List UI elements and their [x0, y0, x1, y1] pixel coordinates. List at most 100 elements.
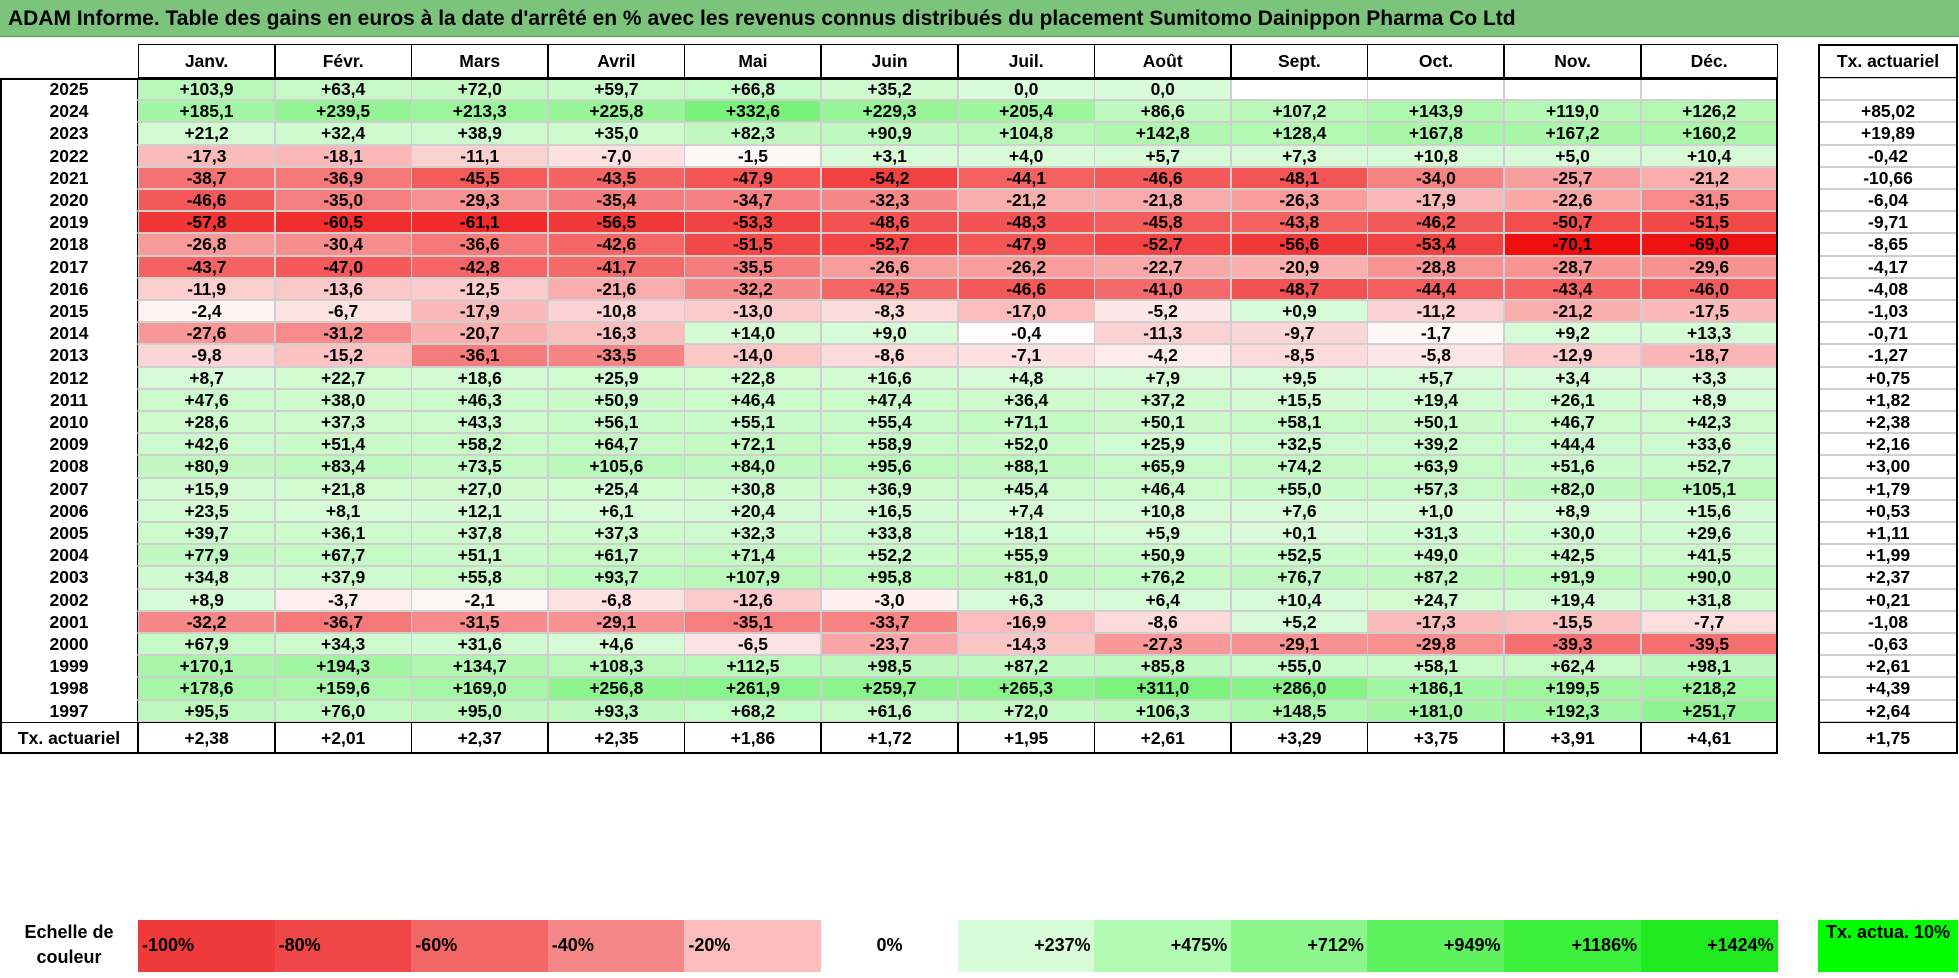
heatmap-cell: +95,8 — [821, 566, 959, 589]
heatmap-cell: +87,2 — [1367, 566, 1505, 589]
heatmap-cell: -6,8 — [547, 588, 685, 611]
heatmap-cell: +104,8 — [957, 122, 1095, 145]
heatmap-cell: +18,1 — [957, 522, 1095, 545]
column-header-7: Août — [1094, 44, 1232, 78]
heatmap-cell: +12,1 — [411, 499, 549, 522]
row-year-label: 2006 — [0, 499, 138, 522]
row-year-label: 2023 — [0, 122, 138, 145]
rate-cell: -4,17 — [1818, 255, 1958, 278]
heatmap-cell: +6,1 — [547, 499, 685, 522]
heatmap-cell: +37,3 — [547, 522, 685, 545]
heatmap-cell: +41,5 — [1640, 544, 1778, 567]
heatmap-cell: +143,9 — [1367, 100, 1505, 123]
row-year-label: 2009 — [0, 433, 138, 456]
heatmap-cell: +5,7 — [1094, 144, 1232, 167]
rate-cell: +2,16 — [1818, 433, 1958, 456]
rate-cell: +1,79 — [1818, 477, 1958, 500]
heatmap-cell: -46,6 — [957, 277, 1095, 300]
heatmap-cell: -20,7 — [411, 322, 549, 345]
heatmap-cell: +82,3 — [684, 122, 822, 145]
heatmap-cell: -26,8 — [138, 233, 276, 256]
heatmap-cell: -4,2 — [1094, 344, 1232, 367]
heatmap-cell: +39,7 — [138, 522, 276, 545]
heatmap-cell: -32,2 — [684, 277, 822, 300]
rate-cell: +4,39 — [1818, 677, 1958, 700]
heatmap-cell: -29,1 — [1230, 633, 1368, 656]
heatmap-cell: +103,9 — [138, 78, 276, 101]
rate-cell: +2,37 — [1818, 566, 1958, 589]
heatmap-cell: -8,3 — [821, 300, 959, 323]
legend-swatch: 0% — [821, 920, 959, 972]
footer-value: +1,95 — [957, 721, 1095, 754]
heatmap-cell: +87,2 — [957, 655, 1095, 678]
heatmap-cell: +186,1 — [1367, 677, 1505, 700]
heatmap-cell: +81,0 — [957, 566, 1095, 589]
row-year-label: 2020 — [0, 189, 138, 212]
heatmap-cell: +107,9 — [684, 566, 822, 589]
heatmap-cell: -5,8 — [1367, 344, 1505, 367]
heatmap-cell: +35,2 — [821, 78, 959, 101]
row-year-label: 2010 — [0, 411, 138, 434]
column-header-4: Mai — [684, 44, 822, 78]
heatmap-cell: -12,5 — [411, 277, 549, 300]
heatmap-cell: +105,6 — [547, 455, 685, 478]
heatmap-cell: +8,9 — [138, 588, 276, 611]
heatmap-cell: +20,4 — [684, 499, 822, 522]
heatmap-cell: +167,2 — [1504, 122, 1642, 145]
legend-swatch: +949% — [1367, 920, 1505, 972]
heatmap-cell: -2,4 — [138, 300, 276, 323]
heatmap-cell: +332,6 — [684, 100, 822, 123]
rate-cell: +3,00 — [1818, 455, 1958, 478]
heatmap-cell: -51,5 — [1640, 211, 1778, 234]
heatmap-cell: +5,9 — [1094, 522, 1232, 545]
heatmap-cell: +76,7 — [1230, 566, 1368, 589]
heatmap-cell: +88,1 — [957, 455, 1095, 478]
rate-cell: -0,63 — [1818, 633, 1958, 656]
heatmap-cell: -16,3 — [547, 322, 685, 345]
row-year-label: 2000 — [0, 633, 138, 656]
heatmap-cell: +47,6 — [138, 388, 276, 411]
heatmap-cell: +8,9 — [1640, 388, 1778, 411]
heatmap-cell: -39,3 — [1504, 633, 1642, 656]
heatmap-cell: +71,4 — [684, 544, 822, 567]
heatmap-cell: +106,3 — [1094, 699, 1232, 722]
heatmap-cell: +52,0 — [957, 433, 1095, 456]
heatmap-cell: +185,1 — [138, 100, 276, 123]
row-year-label: 2017 — [0, 255, 138, 278]
heatmap-cell: +55,0 — [1230, 655, 1368, 678]
heatmap-cell: -48,6 — [821, 211, 959, 234]
heatmap-cell: -14,0 — [684, 344, 822, 367]
heatmap-cell: +9,5 — [1230, 366, 1368, 389]
legend-swatch: -20% — [684, 920, 822, 972]
heatmap-cell: -60,5 — [274, 211, 412, 234]
heatmap-cell: +21,2 — [138, 122, 276, 145]
heatmap-cell: +169,0 — [411, 677, 549, 700]
heatmap-cell: +22,7 — [274, 366, 412, 389]
heatmap-cell: +68,2 — [684, 699, 822, 722]
heatmap-cell: +33,8 — [821, 522, 959, 545]
rate-cell: -9,71 — [1818, 211, 1958, 234]
heatmap-cell: +32,5 — [1230, 433, 1368, 456]
heatmap-cell: -29,3 — [411, 189, 549, 212]
heatmap-cell: +51,1 — [411, 544, 549, 567]
column-header-8: Sept. — [1230, 44, 1368, 78]
heatmap-cell: +1,0 — [1367, 499, 1505, 522]
heatmap-cell: +30,8 — [684, 477, 822, 500]
heatmap-cell: +30,0 — [1504, 522, 1642, 545]
heatmap-cell: +34,8 — [138, 566, 276, 589]
heatmap-cell: +51,6 — [1504, 455, 1642, 478]
row-year-label: 2022 — [0, 144, 138, 167]
heatmap-cell: +55,1 — [684, 411, 822, 434]
heatmap-cell: +74,2 — [1230, 455, 1368, 478]
rate-cell: +2,64 — [1818, 699, 1958, 722]
heatmap-cell: -36,6 — [411, 233, 549, 256]
legend-swatch: -80% — [274, 920, 412, 972]
heatmap-cell: -48,3 — [957, 211, 1095, 234]
rate-cell: +2,38 — [1818, 411, 1958, 434]
footer-value: +2,35 — [547, 721, 685, 754]
rate-cell: +0,21 — [1818, 588, 1958, 611]
column-header-1: Févr. — [274, 44, 412, 78]
heatmap-cell: -38,7 — [138, 166, 276, 189]
heatmap-cell: +239,5 — [274, 100, 412, 123]
heatmap-cell: +71,1 — [957, 411, 1095, 434]
